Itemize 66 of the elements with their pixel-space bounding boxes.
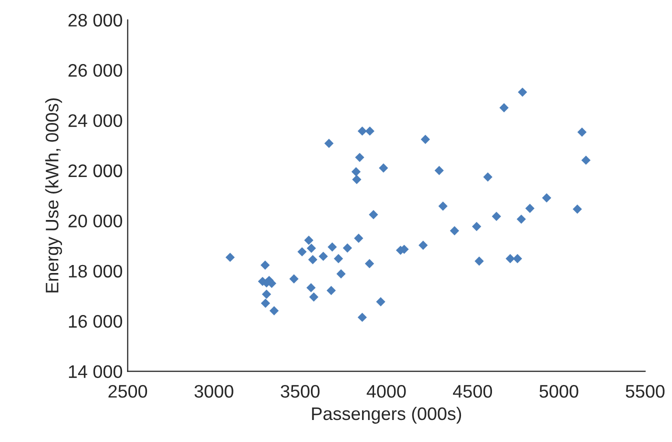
point bbox=[365, 126, 374, 136]
point bbox=[262, 290, 272, 299]
point bbox=[492, 212, 502, 222]
point bbox=[525, 204, 535, 213]
y-tick-label: 24 000 bbox=[68, 114, 122, 128]
x-tick-label: 4500 bbox=[452, 384, 492, 398]
point bbox=[342, 243, 352, 253]
point bbox=[516, 214, 526, 224]
point bbox=[297, 247, 307, 256]
x-tick-label: 5000 bbox=[540, 384, 578, 398]
point bbox=[358, 126, 367, 136]
point bbox=[577, 127, 587, 137]
point bbox=[364, 259, 374, 268]
point bbox=[542, 193, 552, 202]
point bbox=[308, 254, 318, 264]
y-tick-label: 28 000 bbox=[68, 14, 122, 27]
point bbox=[420, 134, 430, 144]
x-axis-title: Passengers (000s) bbox=[312, 406, 462, 424]
y-tick-label: 26 000 bbox=[68, 64, 122, 77]
point bbox=[518, 88, 528, 97]
point bbox=[328, 242, 337, 252]
point bbox=[306, 244, 316, 253]
point bbox=[304, 236, 314, 245]
point bbox=[376, 297, 386, 306]
point bbox=[378, 163, 388, 173]
y-tick-label: 20 000 bbox=[68, 214, 122, 228]
point bbox=[326, 286, 336, 296]
point bbox=[499, 103, 509, 112]
point bbox=[581, 156, 591, 165]
point bbox=[472, 222, 482, 232]
point bbox=[450, 226, 460, 236]
x-tick-label: 3500 bbox=[280, 384, 320, 398]
point bbox=[474, 256, 484, 266]
point bbox=[352, 174, 362, 184]
point bbox=[418, 240, 428, 250]
y-axis-title: Energy Use (kWh, 000s) bbox=[45, 98, 62, 292]
y-tick-label: 14 000 bbox=[68, 365, 122, 378]
point bbox=[512, 254, 522, 264]
point bbox=[226, 252, 235, 262]
point bbox=[351, 167, 361, 176]
point bbox=[355, 152, 364, 162]
point bbox=[260, 260, 270, 270]
point bbox=[368, 210, 378, 220]
y-tick-label: 18 000 bbox=[68, 264, 122, 278]
y-tick-label: 22 000 bbox=[68, 164, 122, 178]
point bbox=[506, 254, 515, 264]
point bbox=[354, 234, 364, 243]
point bbox=[324, 138, 334, 148]
point bbox=[434, 166, 444, 176]
point bbox=[334, 254, 344, 264]
point bbox=[358, 312, 367, 322]
point bbox=[483, 172, 492, 182]
point bbox=[438, 202, 448, 211]
y-tick-label: 16 000 bbox=[68, 315, 122, 328]
point bbox=[260, 298, 270, 308]
x-tick-label: 4000 bbox=[366, 384, 406, 398]
point bbox=[289, 274, 299, 284]
point bbox=[318, 252, 328, 261]
x-tick-label: 3000 bbox=[194, 384, 234, 398]
point bbox=[270, 306, 279, 316]
point bbox=[306, 283, 316, 292]
x-tick-label: 2500 bbox=[108, 384, 148, 398]
point bbox=[309, 292, 318, 302]
point bbox=[336, 269, 346, 278]
point bbox=[572, 204, 582, 214]
x-tick-label: 5500 bbox=[626, 384, 664, 398]
